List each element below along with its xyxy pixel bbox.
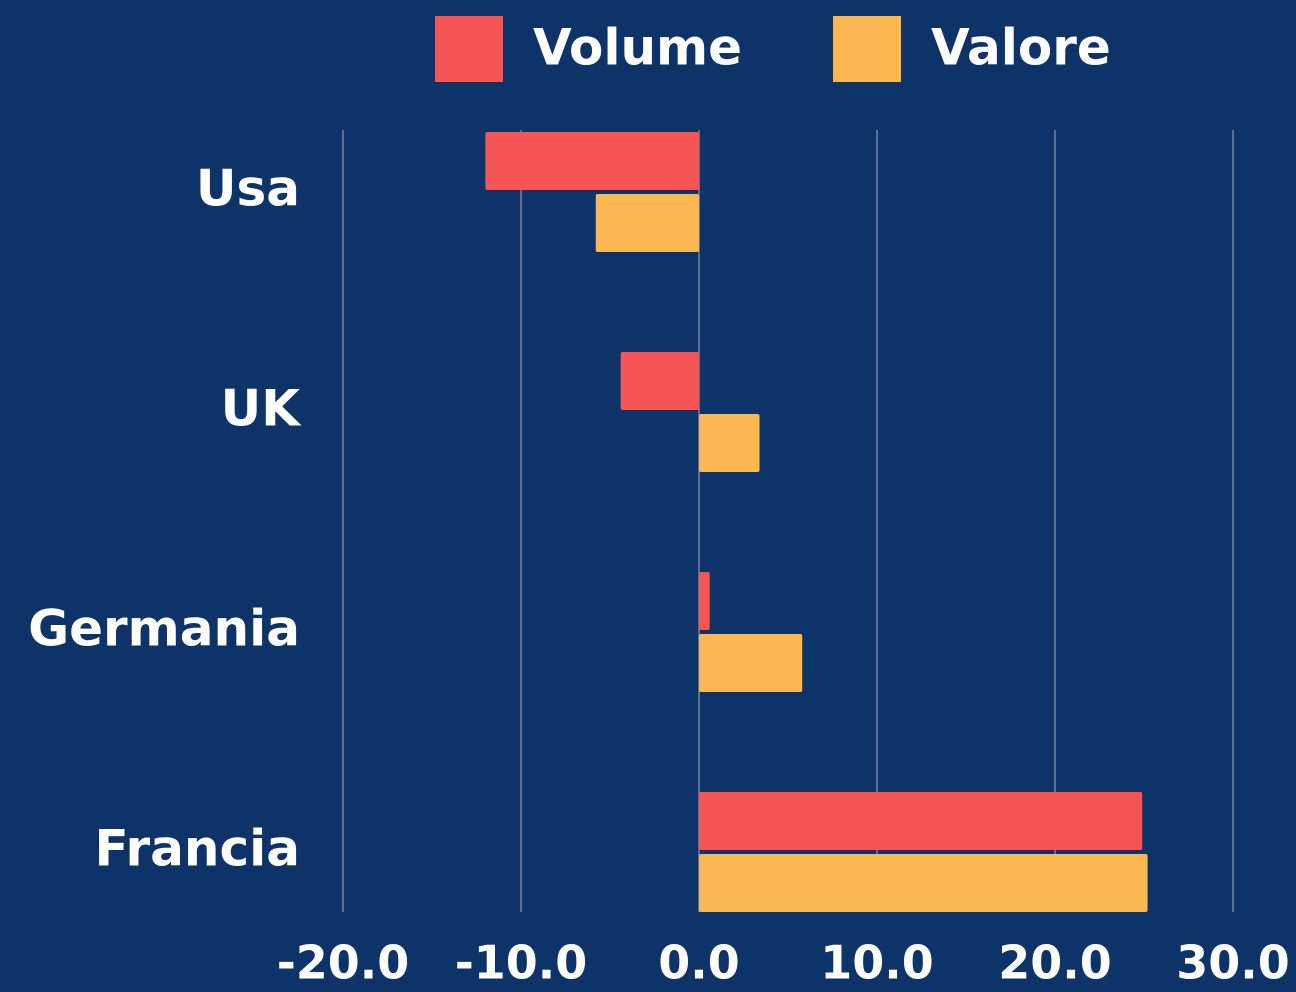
x-tick-label: -20.0 [277,936,410,990]
bar [699,414,760,472]
bar [485,132,699,190]
y-tick-label: Francia [95,820,300,878]
y-tick-label: Usa [196,160,300,218]
bar [699,792,1143,850]
x-tick-label: 10.0 [820,936,934,990]
bar [699,854,1148,912]
bar [620,352,699,410]
bar [595,194,699,252]
x-tick-label: 20.0 [998,936,1112,990]
legend-label: Volume [533,19,742,77]
y-tick-label: UK [221,380,303,438]
bar [699,572,710,630]
legend-swatch [833,16,901,82]
legend-swatch [435,16,503,82]
x-tick-label: -10.0 [455,936,588,990]
bar [699,634,803,692]
x-tick-label: 30.0 [1176,936,1290,990]
y-tick-label: Germania [28,600,300,658]
legend-label: Valore [931,19,1111,77]
x-tick-label: 0.0 [658,936,740,990]
